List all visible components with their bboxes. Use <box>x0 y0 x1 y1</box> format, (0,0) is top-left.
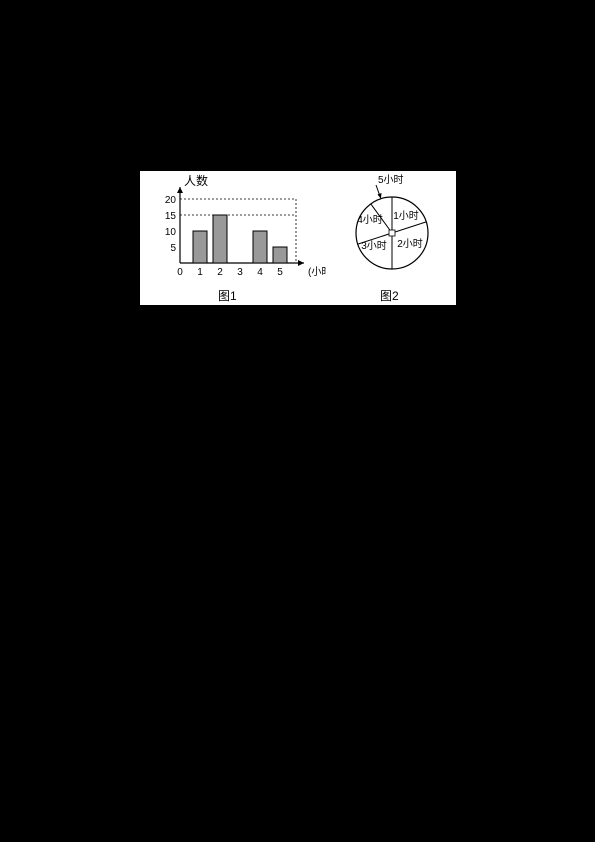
xtick-0: 0 <box>177 267 183 278</box>
bar-chart-ylabel: 人数 <box>184 173 208 188</box>
pie-label-3h: 3小时 <box>361 240 387 252</box>
caption-left: 图1 <box>218 287 237 304</box>
xtick-5: 5 <box>277 267 283 278</box>
pie-chart: 5小时 1小时 2小时 3小时 4小时 <box>332 173 452 283</box>
bar-5 <box>273 247 287 263</box>
x-axis-arrow <box>298 260 304 266</box>
bar-1 <box>193 231 207 263</box>
xtick-3: 3 <box>237 267 243 278</box>
bar-chart: 人数 5 10 15 20 0 1 2 3 4 5 ( <box>146 173 326 283</box>
xtick-2: 2 <box>217 267 223 278</box>
ytick-15: 15 <box>165 211 177 222</box>
caption-right: 图2 <box>380 287 399 304</box>
bar-chart-xlabel: (小时) <box>308 266 326 278</box>
pie-center-box <box>389 230 395 236</box>
xtick-1: 1 <box>197 267 203 278</box>
y-axis-arrow <box>177 187 183 193</box>
pie-label-2h: 2小时 <box>397 238 423 250</box>
bar-4 <box>253 231 267 263</box>
ytick-10: 10 <box>165 227 177 238</box>
ytick-20: 20 <box>165 195 177 206</box>
ytick-5: 5 <box>170 243 176 254</box>
pie-label-1h: 1小时 <box>393 210 419 222</box>
pie-callout-arrow <box>378 193 382 199</box>
bar-2 <box>213 215 227 263</box>
pie-label-5h-out: 5小时 <box>378 174 404 186</box>
figure-panel: 人数 5 10 15 20 0 1 2 3 4 5 ( <box>139 170 457 306</box>
xtick-4: 4 <box>257 267 263 278</box>
pie-label-4h: 4小时 <box>357 214 383 226</box>
